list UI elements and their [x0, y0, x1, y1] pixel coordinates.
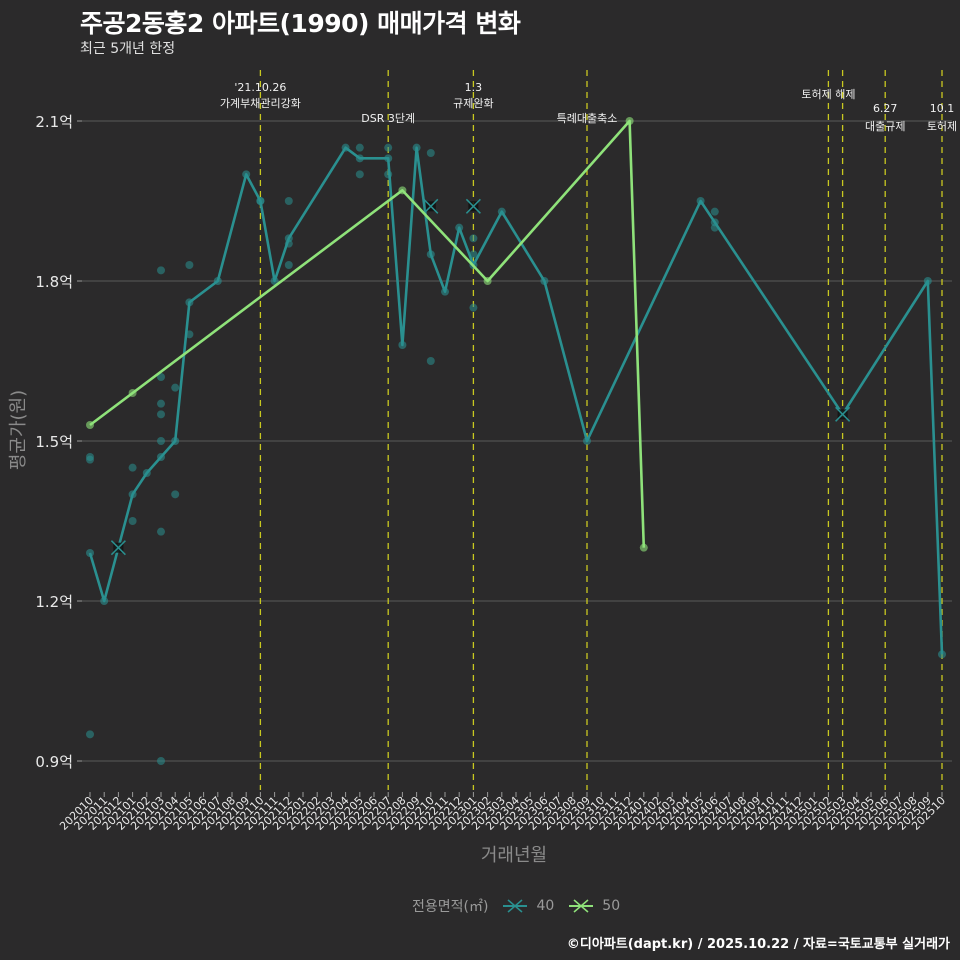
- y-axis-title: 평균가(원): [8, 390, 29, 470]
- data-point: [426, 250, 435, 259]
- scatter-point: [157, 266, 165, 275]
- y-tick-label: 0.9억: [35, 753, 73, 771]
- series-line: [88, 146, 944, 655]
- scatter-point: [157, 372, 165, 381]
- event-label: 10.1: [930, 102, 955, 115]
- scatter-point: [86, 455, 94, 464]
- data-point: [938, 650, 946, 659]
- source-credit: ©디아파트(dapt.kr) / 2025.10.22 / 자료=국토교통부 실…: [566, 937, 950, 952]
- legend-label-50: 50: [602, 898, 621, 914]
- data-point: [483, 276, 492, 285]
- scatter-point: [157, 756, 165, 765]
- legend-key-40-icon: [502, 897, 528, 915]
- scatter-point: [426, 148, 435, 157]
- scatter-point: [157, 410, 165, 419]
- event-label: 규제완화: [453, 97, 493, 110]
- data-point: [213, 276, 222, 285]
- legend-key-50-icon: [568, 897, 594, 915]
- series-50: [86, 117, 648, 552]
- scatter-point: [157, 399, 165, 408]
- data-point: [284, 234, 293, 243]
- x-marker-icon: [423, 198, 439, 214]
- data-point: [639, 543, 648, 552]
- data-point: [412, 143, 421, 152]
- y-tick-label: 1.5억: [35, 433, 73, 451]
- event-label: 대출규제: [865, 120, 905, 133]
- data-point: [696, 196, 705, 205]
- scatter-point: [355, 170, 364, 179]
- data-point: [625, 117, 634, 125]
- chart-title: 주공2동홍2 아파트(1990) 매매가격 변화: [80, 9, 521, 38]
- data-point: [142, 468, 151, 477]
- data-point: [398, 186, 407, 195]
- data-point: [157, 452, 165, 461]
- scatter-point: [171, 383, 180, 392]
- data-point: [923, 276, 932, 285]
- scatter-point: [128, 516, 137, 525]
- event-label: 가계부채관리강화: [220, 97, 301, 110]
- event-label: '21.10.26: [234, 81, 286, 94]
- data-point: [86, 420, 94, 429]
- x-axis-title: 거래년월: [481, 845, 547, 866]
- scatter-point: [384, 143, 393, 152]
- scatter-point: [469, 303, 478, 312]
- data-point: [128, 490, 137, 499]
- data-point: [497, 207, 506, 216]
- data-point: [100, 596, 109, 605]
- scatter-point: [355, 143, 364, 152]
- y-tick-label: 2.1억: [35, 113, 73, 131]
- data-point: [270, 276, 279, 285]
- scatter-point: [469, 234, 478, 243]
- legend: 전용면적(㎡) 40 50: [412, 896, 620, 916]
- legend-label-40: 40: [536, 898, 555, 914]
- data-point: [710, 218, 719, 227]
- y-tick-label: 1.2억: [35, 593, 73, 611]
- x-marker-icon: [110, 540, 126, 556]
- event-label: 토허제: [927, 120, 957, 133]
- series-line: [89, 119, 646, 548]
- series-40: [86, 143, 946, 765]
- data-point: [341, 143, 350, 152]
- scatter-point: [185, 260, 194, 269]
- event-label: DSR 3단계: [361, 112, 415, 125]
- scatter-point: [157, 527, 165, 536]
- scatter-point: [128, 463, 137, 472]
- legend-title: 전용면적(㎡): [412, 899, 489, 915]
- scatter-point: [86, 730, 94, 739]
- data-point: [256, 196, 265, 205]
- event-label: 토허제 해제: [801, 87, 855, 101]
- event-label: 1.3: [465, 81, 483, 94]
- data-point: [540, 276, 549, 285]
- data-point: [355, 154, 364, 163]
- scatter-point: [171, 490, 180, 499]
- x-marker-icon: [465, 198, 481, 214]
- data-point: [86, 548, 94, 557]
- data-point: [583, 436, 591, 445]
- data-point: [398, 340, 407, 349]
- x-marker-icon: [835, 406, 851, 422]
- scatter-point: [426, 356, 435, 365]
- event-label: 6.27: [873, 102, 898, 115]
- y-tick-label: 1.8억: [35, 273, 73, 291]
- data-point: [185, 298, 194, 307]
- scatter-point: [284, 196, 293, 205]
- data-point: [242, 170, 251, 179]
- scatter-point: [284, 260, 293, 269]
- data-point: [171, 436, 180, 445]
- scatter-point: [710, 207, 719, 216]
- scatter-point: [157, 436, 165, 445]
- chart-subtitle: 최근 5개년 한정: [80, 41, 176, 57]
- data-point: [384, 154, 393, 163]
- data-point: [441, 287, 449, 296]
- event-label: 특례대출축소: [557, 112, 618, 125]
- data-point: [455, 223, 464, 232]
